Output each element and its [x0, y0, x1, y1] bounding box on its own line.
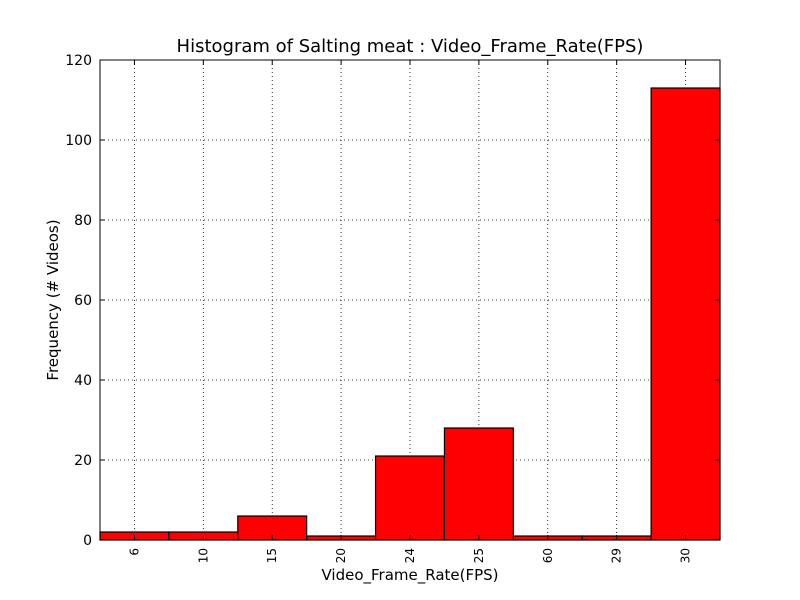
x-tick-label: 15	[265, 548, 279, 563]
bar-25	[443, 427, 514, 541]
bar-24	[374, 455, 446, 541]
y-tick-label: 0	[83, 533, 92, 549]
tick-layer: 0 20 40 60 80 100 120 6 10 15 20 24 25 60 29 30	[65, 53, 720, 563]
y-tick-label: 120	[65, 53, 92, 69]
x-tick-label: 10	[196, 548, 210, 563]
x-tick-label: 29	[610, 548, 624, 563]
x-tick-label: 30	[679, 548, 693, 563]
x-tick-label: 24	[403, 548, 417, 563]
y-tick-label: 80	[74, 213, 92, 229]
bar-30	[650, 87, 721, 541]
x-tick-label: 20	[334, 548, 348, 563]
x-tick-label: 25	[472, 548, 486, 563]
x-tick-label: 60	[541, 548, 555, 563]
y-axis-label: Frequency (# Videos)	[44, 219, 62, 380]
x-tick-label: 6	[127, 548, 141, 556]
y-tick-label: 100	[65, 133, 92, 149]
y-tick-label: 60	[74, 293, 92, 309]
y-tick-label: 40	[74, 373, 92, 389]
chart-title: Histogram of Salting meat : Video_Frame_…	[177, 36, 644, 57]
y-tick-label: 20	[74, 453, 92, 469]
x-axis-label: Video_Frame_Rate(FPS)	[321, 566, 498, 585]
bar-layer	[99, 87, 721, 541]
